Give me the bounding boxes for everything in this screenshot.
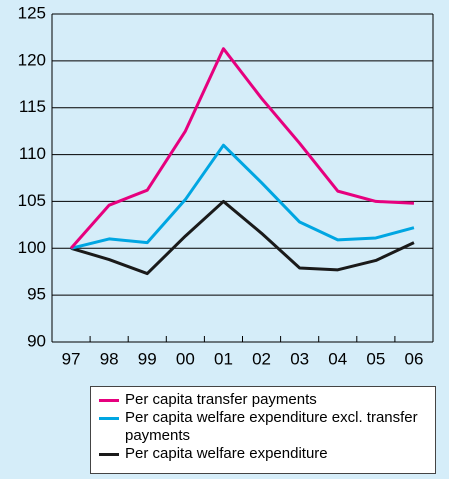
y-tick-label: 105 (18, 191, 46, 210)
legend-label: Per capita welfare expenditure (125, 445, 328, 462)
x-tick-label: 98 (100, 349, 119, 368)
x-tick-label: 01 (214, 349, 233, 368)
y-tick-label: 120 (18, 50, 46, 69)
legend-entry: Per capita welfare expenditure excl. tra… (99, 409, 427, 445)
x-tick-label: 06 (404, 349, 423, 368)
legend-swatch (99, 453, 119, 456)
legend-entry: Per capita transfer payments (99, 391, 427, 409)
x-tick-label: 03 (290, 349, 309, 368)
y-tick-label: 100 (18, 238, 46, 257)
x-tick-label: 99 (138, 349, 157, 368)
x-tick-label: 00 (176, 349, 195, 368)
x-tick-label: 04 (328, 349, 347, 368)
y-tick-label: 115 (19, 97, 46, 116)
legend-label: Per capita welfare expenditure excl. tra… (125, 409, 418, 444)
legend-swatch (99, 399, 119, 402)
series-line (70, 199, 415, 276)
y-tick-label: 95 (27, 285, 46, 304)
x-tick-label: 02 (252, 349, 271, 368)
chart: 90 95 100 105 110 115 120 125 97 98 99 00 01 02 03 04 05… (18, 3, 434, 368)
y-tick-label: 90 (27, 331, 46, 350)
y-tick-label: 110 (19, 144, 46, 163)
legend-entry: Per capita welfare expenditure (99, 445, 427, 463)
legend-label: Per capita transfer payments (125, 391, 317, 408)
x-tick-label: 97 (62, 349, 81, 368)
series-line (69, 47, 415, 250)
legend: Per capita transfer payments Per capita w… (90, 386, 436, 474)
series-line (70, 143, 415, 250)
y-tick-label: 125 (18, 3, 46, 22)
x-tick-label: 05 (366, 349, 385, 368)
legend-swatch (99, 417, 119, 420)
